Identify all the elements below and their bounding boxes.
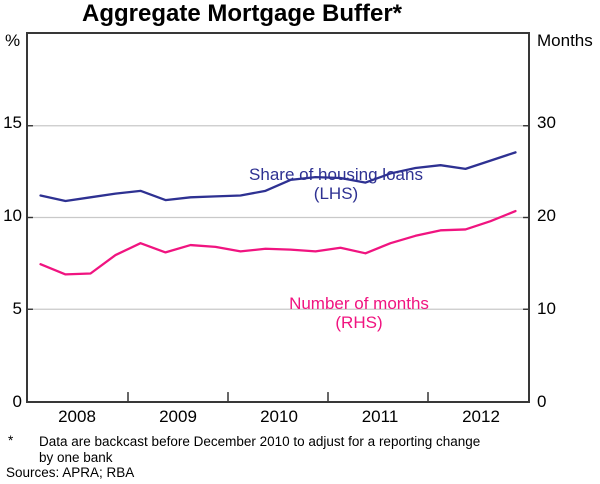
footnote-sources: Sources: APRA; RBA bbox=[6, 465, 135, 480]
left-tick-5: 5 bbox=[12, 299, 22, 318]
left-tick-0: 0 bbox=[12, 392, 22, 411]
chart-title: Aggregate Mortgage Buffer* bbox=[81, 0, 403, 27]
footnote-line2: by one bank bbox=[39, 450, 113, 465]
rhs-series-label: Number of months (RHS) bbox=[259, 294, 459, 332]
right-axis-unit-label: Months bbox=[537, 31, 593, 50]
lhs-series-line bbox=[39, 151, 517, 203]
rhs-series-line bbox=[39, 209, 517, 276]
lhs-series-label: Share of housing loans (LHS) bbox=[236, 165, 436, 203]
left-tick-15: 15 bbox=[3, 113, 22, 132]
right-tick-20: 20 bbox=[537, 206, 556, 225]
rhs-series-label-line1: Number of months bbox=[289, 294, 429, 313]
x-tick-2011: 2011 bbox=[361, 407, 399, 426]
footnote-marker: * bbox=[8, 433, 14, 448]
plot-area: Share of housing loans (LHS) Number of m… bbox=[26, 32, 530, 403]
footnote-line1: Data are backcast before December 2010 t… bbox=[39, 434, 481, 449]
right-tick-30: 30 bbox=[537, 113, 556, 132]
x-tick-2012: 2012 bbox=[462, 407, 500, 426]
x-tick-2008: 2008 bbox=[58, 407, 96, 426]
right-tick-0: 0 bbox=[537, 392, 547, 411]
lhs-series-label-line2: (LHS) bbox=[313, 184, 359, 203]
left-axis-unit-label: % bbox=[5, 31, 21, 50]
lhs-series-label-line1: Share of housing loans bbox=[249, 165, 423, 184]
x-tick-2010: 2010 bbox=[260, 407, 298, 426]
x-tick-2009: 2009 bbox=[159, 407, 197, 426]
plot-canvas bbox=[28, 125, 528, 401]
left-tick-10: 10 bbox=[3, 206, 22, 225]
rhs-series-label-line2: (RHS) bbox=[335, 313, 383, 332]
right-tick-10: 10 bbox=[537, 299, 556, 318]
